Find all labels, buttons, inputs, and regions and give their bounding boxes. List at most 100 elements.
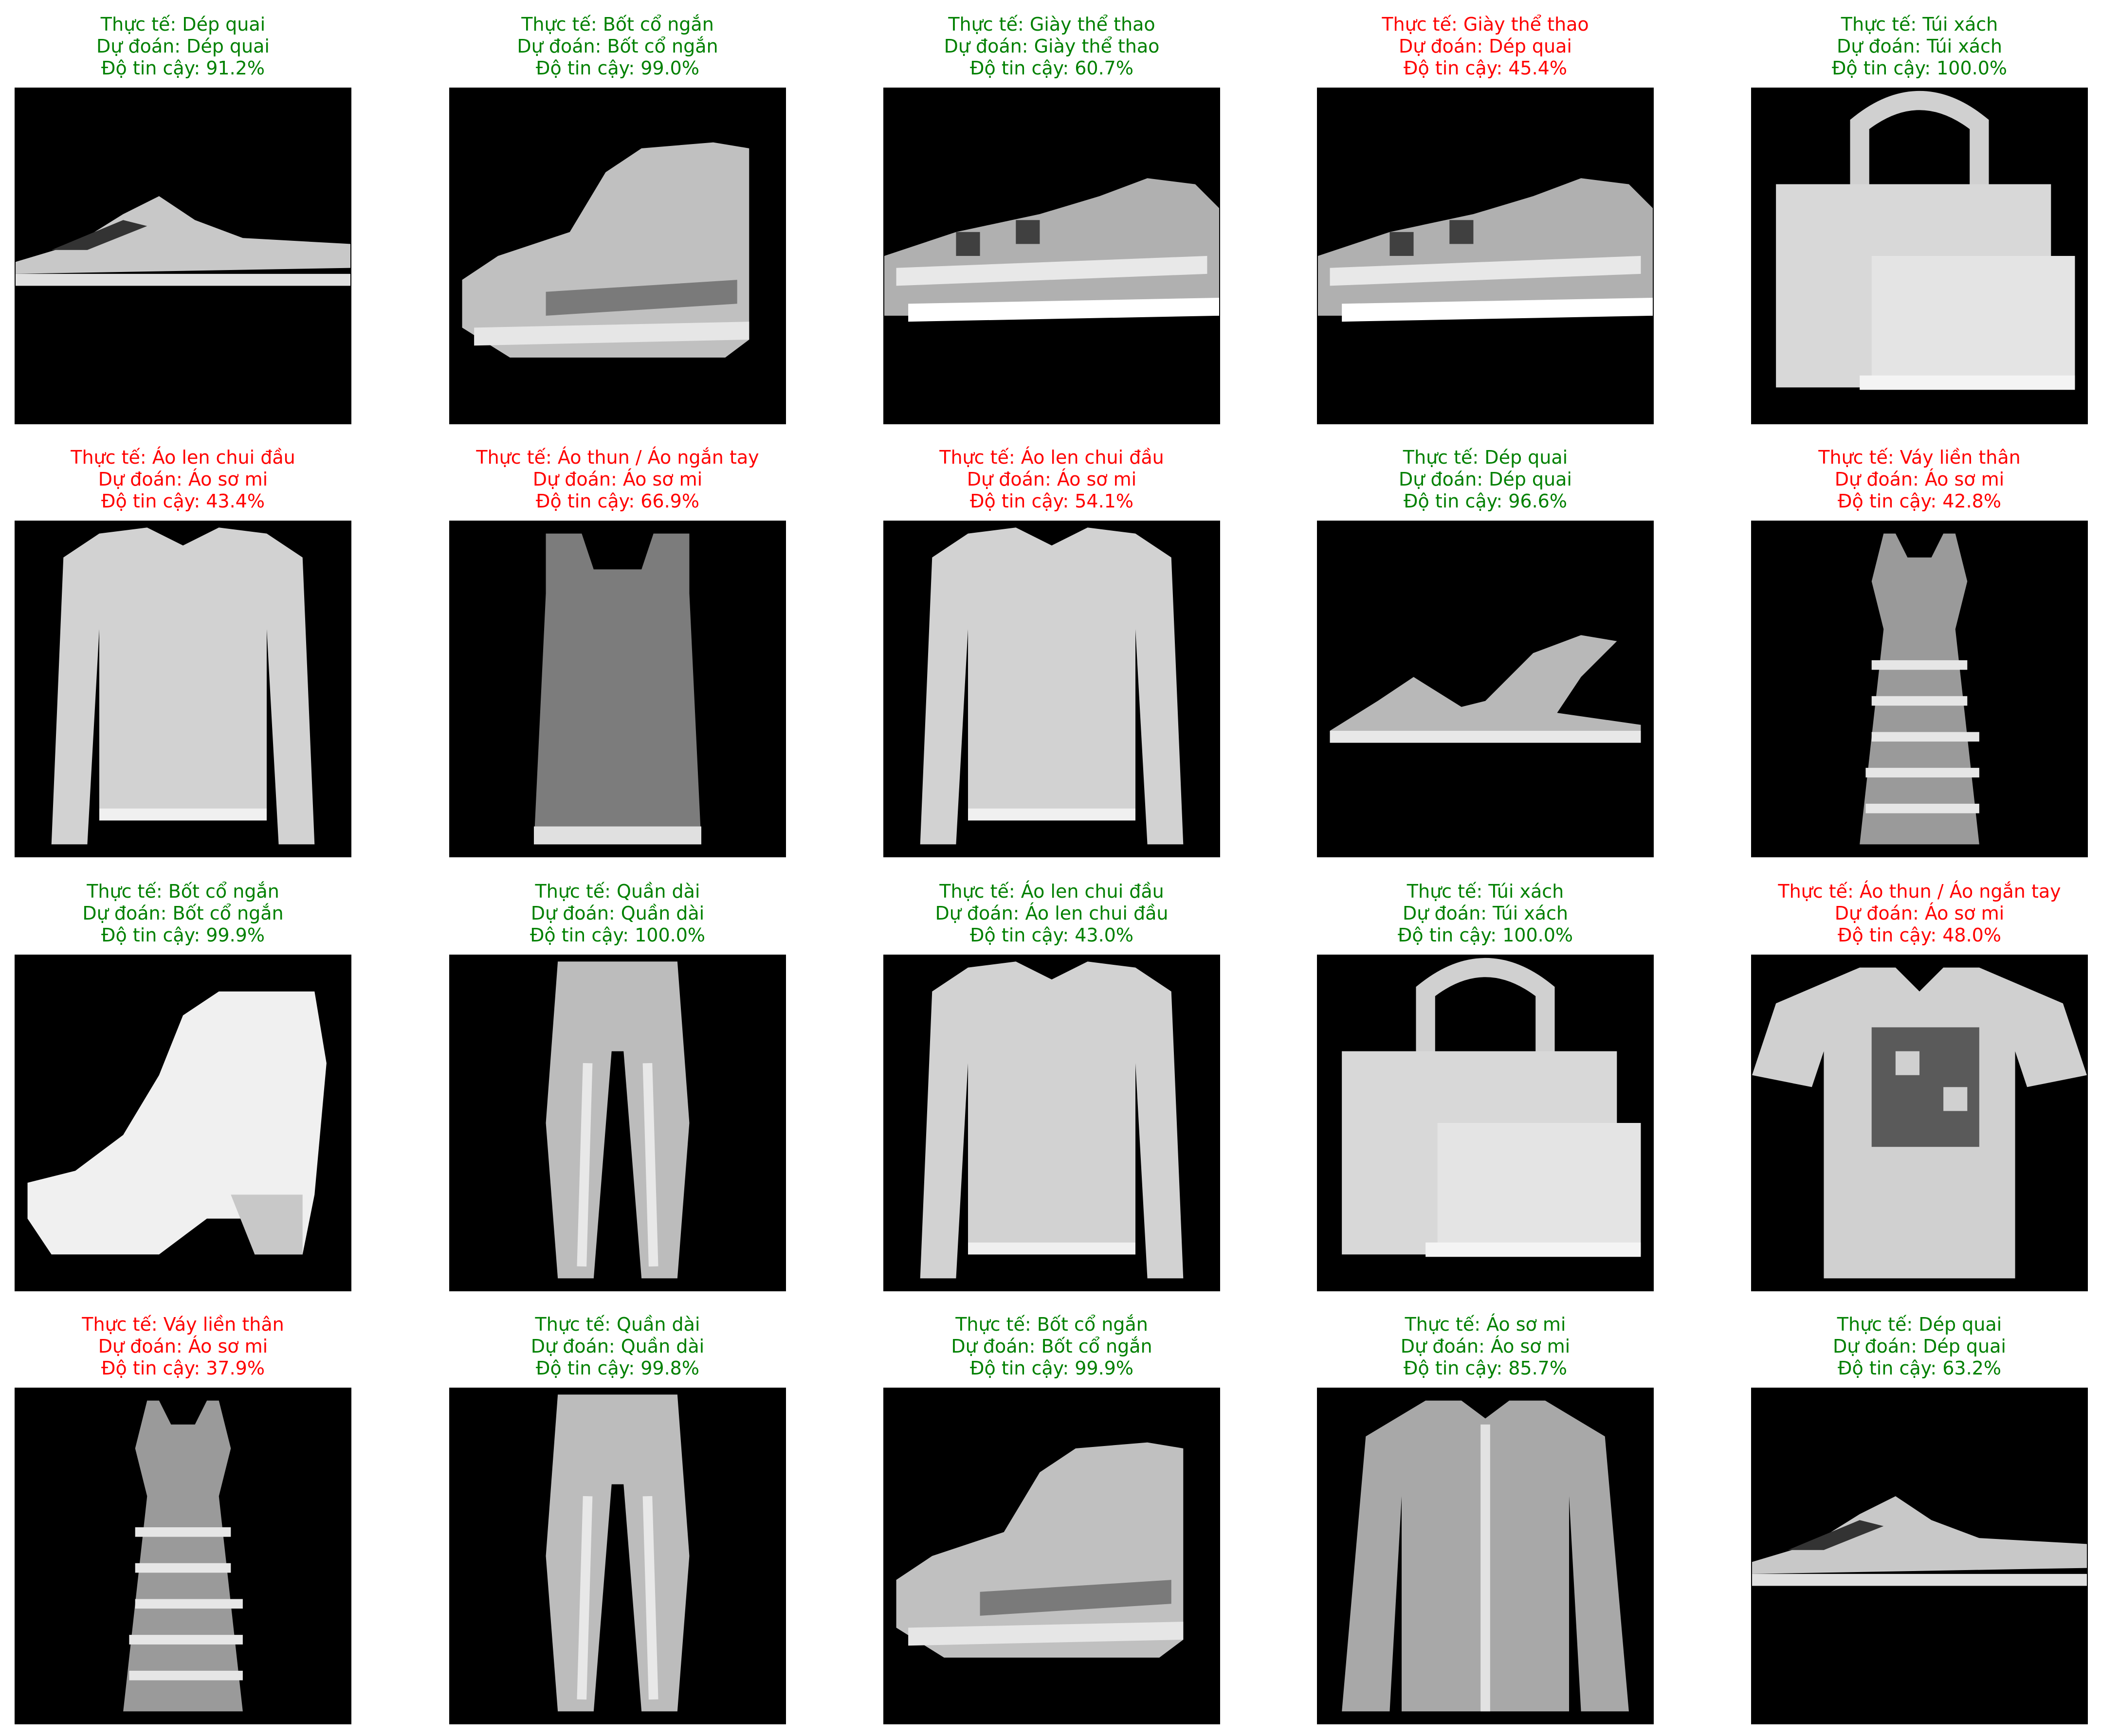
prediction-cell: Thực tế: Túi xách Dự đoán: Túi xách Độ tin… xyxy=(1751,0,2088,428)
fashion-image xyxy=(1317,88,1654,424)
confidence-label: Độ tin cậy: 91.2% xyxy=(101,57,265,79)
fashion-image xyxy=(883,88,1220,424)
predicted-label: Dự đoán: Áo sơ mi xyxy=(1834,903,2005,924)
actual-label: Thực tế: Bốt cổ ngắn xyxy=(955,1314,1148,1335)
prediction-caption: Thực tế: Bốt cổ ngắn Dự đoán: Bốt cổ ngắn… xyxy=(449,14,786,91)
confidence-label: Độ tin cậy: 43.0% xyxy=(970,924,1133,946)
actual-label: Thực tế: Váy liền thân xyxy=(1818,447,2021,468)
confidence-label: Độ tin cậy: 42.8% xyxy=(1838,490,2001,512)
sneaker-icon xyxy=(884,89,1219,423)
pullover-icon xyxy=(884,522,1219,856)
predicted-label: Dự đoán: Túi xách xyxy=(1837,36,2002,57)
ankle-boot-icon xyxy=(450,89,785,423)
actual-label: Thực tế: Áo len chui đầu xyxy=(939,881,1164,902)
fashion-image xyxy=(15,88,351,424)
prediction-cell: Thực tế: Túi xách Dự đoán: Túi xách Độ tin… xyxy=(1317,867,1654,1295)
actual-label: Thực tế: Quần dài xyxy=(535,881,700,902)
prediction-caption: Thực tế: Váy liền thân Dự đoán: Áo sơ mi Đ… xyxy=(15,1314,351,1392)
prediction-cell: Thực tế: Quần dài Dự đoán: Quần dài Độ tin… xyxy=(449,867,786,1295)
prediction-cell: Thực tế: Áo len chui đầu Dự đoán: Áo len … xyxy=(883,867,1220,1295)
fashion-image xyxy=(1751,955,2088,1291)
prediction-cell: Thực tế: Áo thun / Áo ngắn tay Dự đoán: Á… xyxy=(1751,867,2088,1295)
prediction-caption: Thực tế: Bốt cổ ngắn Dự đoán: Bốt cổ ngắn… xyxy=(883,1314,1220,1392)
actual-label: Thực tế: Áo len chui đầu xyxy=(71,447,295,468)
actual-label: Thực tế: Váy liền thân xyxy=(82,1314,284,1335)
confidence-label: Độ tin cậy: 66.9% xyxy=(536,490,699,512)
prediction-cell: Thực tế: Bốt cổ ngắn Dự đoán: Bốt cổ ngắn… xyxy=(449,0,786,428)
confidence-label: Độ tin cậy: 60.7% xyxy=(970,57,1133,79)
tank-top-icon xyxy=(450,522,785,856)
prediction-caption: Thực tế: Giày thể thao Dự đoán: Dép quai Đ… xyxy=(1317,14,1654,91)
predicted-label: Dự đoán: Áo sơ mi xyxy=(98,469,268,490)
fashion-image xyxy=(15,521,351,857)
prediction-cell: Thực tế: Dép quai Dự đoán: Dép quai Độ tin… xyxy=(1317,433,1654,861)
predicted-label: Dự đoán: Dép quai xyxy=(1399,469,1572,490)
prediction-caption: Thực tế: Váy liền thân Dự đoán: Áo sơ mi Đ… xyxy=(1751,447,2088,524)
handbag-icon xyxy=(1318,956,1653,1290)
t-shirt-icon xyxy=(1752,956,2087,1290)
actual-label: Thực tế: Dép quai xyxy=(100,14,266,35)
actual-label: Thực tế: Áo thun / Áo ngắn tay xyxy=(476,447,759,468)
actual-label: Thực tế: Áo len chui đầu xyxy=(939,447,1164,468)
confidence-label: Độ tin cậy: 43.4% xyxy=(101,490,265,512)
fashion-image xyxy=(449,88,786,424)
predicted-label: Dự đoán: Quần dài xyxy=(530,1336,705,1357)
predicted-label: Dự đoán: Dép quai xyxy=(96,36,270,57)
prediction-caption: Thực tế: Dép quai Dự đoán: Dép quai Độ tin… xyxy=(1317,447,1654,524)
fashion-image xyxy=(449,1388,786,1724)
predicted-label: Dự đoán: Bốt cổ ngắn xyxy=(951,1336,1152,1357)
strappy-sandal-icon xyxy=(1318,522,1653,856)
prediction-cell: Thực tế: Áo len chui đầu Dự đoán: Áo sơ m… xyxy=(15,433,351,861)
prediction-caption: Thực tế: Quần dài Dự đoán: Quần dài Độ tin… xyxy=(449,1314,786,1392)
confidence-label: Độ tin cậy: 99.9% xyxy=(970,1357,1133,1379)
predicted-label: Dự đoán: Bốt cổ ngắn xyxy=(82,903,284,924)
prediction-cell: Thực tế: Váy liền thân Dự đoán: Áo sơ mi Đ… xyxy=(15,1300,351,1728)
actual-label: Thực tế: Áo thun / Áo ngắn tay xyxy=(1778,881,2061,902)
fashion-image xyxy=(15,955,351,1291)
confidence-label: Độ tin cậy: 99.8% xyxy=(536,1357,699,1379)
predicted-label: Dự đoán: Quần dài xyxy=(530,903,705,924)
pullover-icon xyxy=(16,522,350,856)
prediction-cell: Thực tế: Bốt cổ ngắn Dự đoán: Bốt cổ ngắn… xyxy=(883,1300,1220,1728)
actual-label: Thực tế: Áo sơ mi xyxy=(1405,1314,1566,1335)
predicted-label: Dự đoán: Áo sơ mi xyxy=(967,469,1137,490)
confidence-label: Độ tin cậy: 54.1% xyxy=(970,490,1133,512)
predicted-label: Dự đoán: Dép quai xyxy=(1833,1336,2006,1357)
handbag-icon xyxy=(1752,89,2087,423)
predicted-label: Dự đoán: Bốt cổ ngắn xyxy=(517,36,718,57)
fashion-image xyxy=(883,521,1220,857)
fashion-image xyxy=(1751,88,2088,424)
prediction-cell: Thực tế: Dép quai Dự đoán: Dép quai Độ tin… xyxy=(1751,1300,2088,1728)
prediction-cell: Thực tế: Giày thể thao Dự đoán: Giày thể … xyxy=(883,0,1220,428)
prediction-cell: Thực tế: Bốt cổ ngắn Dự đoán: Bốt cổ ngắn… xyxy=(15,867,351,1295)
shirt-icon xyxy=(1318,1389,1653,1723)
confidence-label: Độ tin cậy: 37.9% xyxy=(101,1357,265,1379)
prediction-cell: Thực tế: Áo len chui đầu Dự đoán: Áo sơ m… xyxy=(883,433,1220,861)
predicted-label: Dự đoán: Áo len chui đầu xyxy=(935,903,1169,924)
fashion-image xyxy=(449,955,786,1291)
prediction-cell: Thực tế: Quần dài Dự đoán: Quần dài Độ tin… xyxy=(449,1300,786,1728)
confidence-label: Độ tin cậy: 85.7% xyxy=(1404,1357,1567,1379)
actual-label: Thực tế: Bốt cổ ngắn xyxy=(521,14,714,35)
fashion-image xyxy=(449,521,786,857)
actual-label: Thực tế: Túi xách xyxy=(1407,881,1564,902)
actual-label: Thực tế: Dép quai xyxy=(1403,447,1568,468)
fashion-image xyxy=(883,955,1220,1291)
fashion-image xyxy=(1751,521,2088,857)
sneaker-icon xyxy=(1318,89,1653,423)
prediction-caption: Thực tế: Dép quai Dự đoán: Dép quai Độ tin… xyxy=(15,14,351,91)
prediction-caption: Thực tế: Túi xách Dự đoán: Túi xách Độ tin… xyxy=(1317,881,1654,958)
prediction-cell: Thực tế: Áo sơ mi Dự đoán: Áo sơ mi Độ tin… xyxy=(1317,1300,1654,1728)
fashion-image xyxy=(1317,1388,1654,1724)
predicted-label: Dự đoán: Áo sơ mi xyxy=(1400,1336,1571,1357)
fashion-image xyxy=(1317,521,1654,857)
prediction-caption: Thực tế: Áo thun / Áo ngắn tay Dự đoán: Á… xyxy=(449,447,786,524)
predicted-label: Dự đoán: Túi xách xyxy=(1403,903,1568,924)
prediction-caption: Thực tế: Áo thun / Áo ngắn tay Dự đoán: Á… xyxy=(1751,881,2088,958)
predicted-label: Dự đoán: Áo sơ mi xyxy=(532,469,703,490)
predicted-label: Dự đoán: Áo sơ mi xyxy=(98,1336,268,1357)
prediction-caption: Thực tế: Quần dài Dự đoán: Quần dài Độ tin… xyxy=(449,881,786,958)
prediction-caption: Thực tế: Áo len chui đầu Dự đoán: Áo sơ m… xyxy=(883,447,1220,524)
dress-icon xyxy=(16,1389,350,1723)
